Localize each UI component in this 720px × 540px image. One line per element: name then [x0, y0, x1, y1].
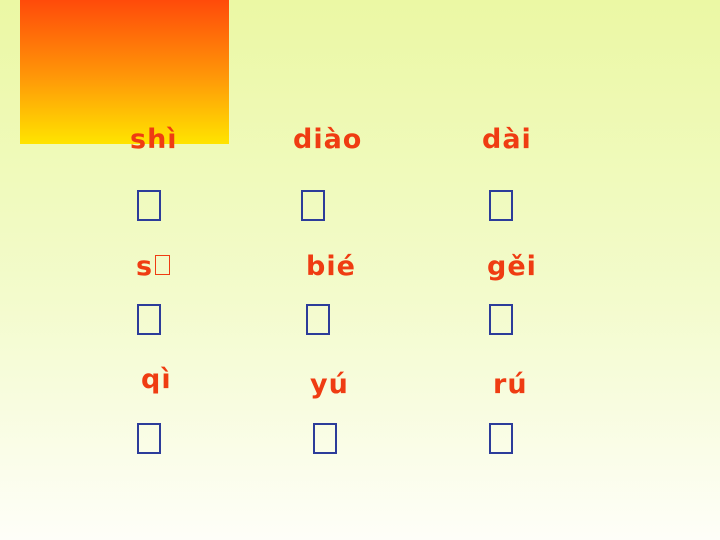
pinyin-yu: yú: [310, 369, 349, 400]
pinyin-ru: rú: [493, 369, 528, 400]
pinyin-qi: qì: [141, 364, 172, 395]
character-placeholder-dai: [489, 190, 513, 221]
character-placeholder-si: [137, 304, 161, 335]
character-placeholder-qi: [137, 423, 161, 454]
pinyin-gei: gěi: [487, 251, 537, 282]
pinyin-diao: diào: [293, 124, 363, 155]
character-placeholder-gei: [489, 304, 513, 335]
character-placeholder-shi: [137, 190, 161, 221]
character-placeholder-ru: [489, 423, 513, 454]
character-placeholder-yu: [313, 423, 337, 454]
pinyin-si: s: [136, 251, 171, 282]
character-placeholder-diao: [301, 190, 325, 221]
decorative-gradient-block: [20, 0, 229, 144]
pinyin-si-text: s: [136, 251, 154, 282]
pinyin-shi: shì: [130, 124, 178, 155]
pinyin-bie: bié: [306, 251, 356, 282]
pinyin-dai: dài: [482, 124, 532, 155]
missing-glyph-icon: [155, 255, 171, 275]
character-placeholder-bie: [306, 304, 330, 335]
